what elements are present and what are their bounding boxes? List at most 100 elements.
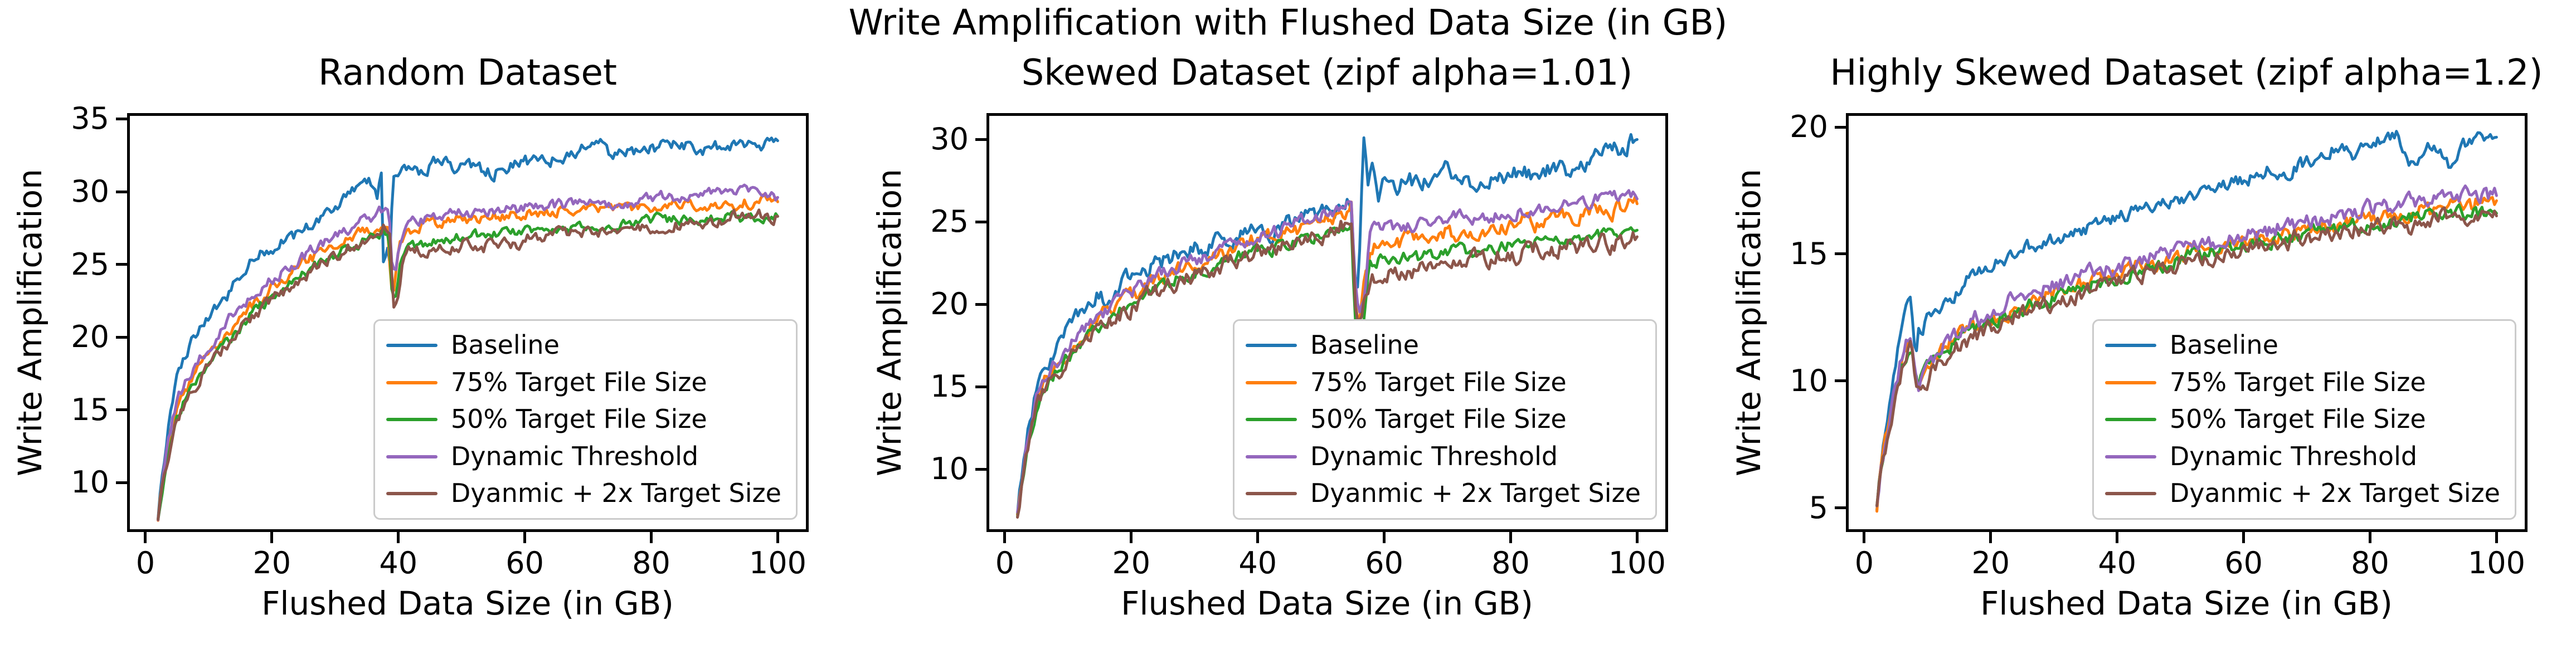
x-tick: [1383, 532, 1386, 543]
legend-box: Baseline 75% Target File Size 50% Target F…: [2092, 319, 2516, 520]
legend-entry: Baseline: [2104, 330, 2500, 360]
y-tick: [116, 481, 127, 484]
legend-label: 50% Target File Size: [2169, 404, 2426, 435]
x-tick: [2495, 532, 2498, 543]
x-tick: [1256, 532, 1260, 543]
x-tick-label: 20: [1112, 545, 1151, 580]
series-line-dyanmic-2x-target-size: [157, 208, 779, 521]
series-line-75-target-file-size: [1016, 196, 1639, 517]
series-line-dyanmic-2x-target-size: [1875, 206, 2498, 508]
x-tick: [2242, 532, 2246, 543]
y-tick-label: 10: [930, 451, 969, 487]
legend-entry: Dyanmic + 2x Target Size: [1245, 478, 1641, 509]
series-line-baseline: [1016, 133, 1639, 516]
x-tick-label: 80: [2351, 545, 2389, 580]
legend-line-swatch: [1245, 455, 1297, 458]
y-tick: [1835, 506, 1846, 510]
x-tick: [144, 532, 147, 543]
x-tick: [523, 532, 527, 543]
y-tick: [975, 467, 986, 471]
y-tick: [975, 302, 986, 306]
x-tick-label: 80: [632, 545, 670, 580]
plot-area: Baseline 75% Target File Size 50% Target F…: [71, 104, 809, 579]
legend-label: 50% Target File Size: [1310, 404, 1567, 435]
line-series-canvas: [157, 136, 779, 522]
x-axis-label: Flushed Data Size (in GB): [261, 584, 674, 622]
x-tick-label: 0: [135, 545, 155, 580]
legend-entry: Dynamic Threshold: [1245, 441, 1641, 471]
x-tick-label: 20: [252, 545, 291, 580]
y-tick-label: 10: [71, 465, 109, 500]
legend-entry: 75% Target File Size: [1245, 367, 1641, 397]
y-tick-label: 10: [1790, 363, 1828, 398]
x-tick: [650, 532, 653, 543]
legend-box: Baseline 75% Target File Size 50% Target F…: [373, 319, 798, 520]
x-tick-label: 60: [1365, 545, 1403, 580]
legend-entry: Dyanmic + 2x Target Size: [386, 479, 781, 508]
y-tick: [116, 408, 127, 412]
x-tick-label: 100: [1608, 545, 1666, 580]
y-tick-label: 15: [1790, 236, 1828, 271]
x-tick-label: 40: [1238, 545, 1277, 580]
legend-entry: Dyanmic + 2x Target Size: [2104, 478, 2500, 509]
legend-label: Dynamic Threshold: [1310, 441, 1558, 471]
series-line-dynamic-threshold: [1016, 189, 1639, 514]
legend-box: Baseline 75% Target File Size 50% Target F…: [1232, 319, 1657, 520]
y-tick: [1835, 125, 1846, 129]
y-tick-label: 15: [71, 392, 109, 427]
legend-entry: 75% Target File Size: [2104, 367, 2500, 397]
line-series-canvas: [1016, 133, 1639, 519]
y-tick: [975, 220, 986, 223]
subplot-title: Skewed Dataset (zipf alpha=1.01): [1021, 52, 1633, 94]
legend-label: Baseline: [2169, 330, 2278, 360]
legend-line-swatch: [1245, 492, 1297, 496]
y-tick-label: 20: [71, 319, 109, 355]
y-tick-label: 30: [930, 121, 969, 157]
x-tick: [1509, 532, 1512, 543]
y-axis-label: Write Amplification: [871, 169, 909, 476]
y-tick-label: 25: [71, 246, 109, 282]
subplot-skewed-dataset: Skewed Dataset (zipf alpha=1.01) Write A…: [871, 0, 1668, 649]
plot-area: Baseline 75% Target File Size 50% Target F…: [930, 113, 1668, 579]
figure-suptitle: Write Amplification with Flushed Data Si…: [848, 2, 1728, 43]
y-tick: [1835, 379, 1846, 383]
legend-line-swatch: [386, 344, 438, 348]
x-axis-label: Flushed Data Size (in GB): [1121, 584, 1533, 622]
y-tick: [116, 263, 127, 266]
y-axis-label: Write Amplification: [11, 169, 50, 476]
legend-line-swatch: [386, 455, 438, 458]
legend-label: 75% Target File Size: [2169, 367, 2426, 397]
series-line-dynamic-threshold: [1875, 184, 2498, 508]
x-tick: [1635, 532, 1639, 543]
legend-line-swatch: [2104, 492, 2156, 496]
series-line-dynamic-threshold: [157, 183, 779, 521]
subplot-title: Highly Skewed Dataset (zipf alpha=1.2): [1830, 52, 2543, 94]
legend-line-swatch: [386, 380, 438, 384]
line-series-canvas: [1875, 130, 2498, 513]
legend-label: 75% Target File Size: [450, 367, 707, 397]
legend-label: Dynamic Threshold: [2169, 441, 2418, 471]
x-tick-label: 0: [995, 545, 1015, 580]
x-tick-label: 80: [1491, 545, 1530, 580]
y-tick-label: 20: [930, 286, 969, 322]
y-axis-label: Write Amplification: [1730, 169, 1768, 476]
x-tick-label: 60: [506, 545, 544, 580]
x-tick: [2369, 532, 2371, 543]
series-line-baseline: [1875, 130, 2498, 512]
legend-label: 75% Target File Size: [1310, 367, 1567, 397]
x-tick-label: 100: [749, 545, 806, 580]
y-tick: [975, 138, 986, 141]
y-tick: [116, 117, 127, 120]
legend-entry: 75% Target File Size: [386, 368, 781, 397]
legend-label: Dyanmic + 2x Target Size: [1310, 478, 1641, 509]
legend-label: Dyanmic + 2x Target Size: [2169, 478, 2500, 509]
legend-entry: 50% Target File Size: [1245, 404, 1641, 435]
y-tick-label: 25: [930, 204, 969, 240]
legend-entry: 50% Target File Size: [386, 405, 781, 434]
legend-line-swatch: [1245, 418, 1297, 422]
subplot-title: Random Dataset: [318, 52, 617, 94]
legend-entry: 50% Target File Size: [2104, 404, 2500, 435]
subplot-random-dataset: Random Dataset Write Amplification Basel…: [11, 0, 809, 649]
legend-label: Dyanmic + 2x Target Size: [450, 478, 781, 509]
x-tick: [1989, 532, 1992, 543]
